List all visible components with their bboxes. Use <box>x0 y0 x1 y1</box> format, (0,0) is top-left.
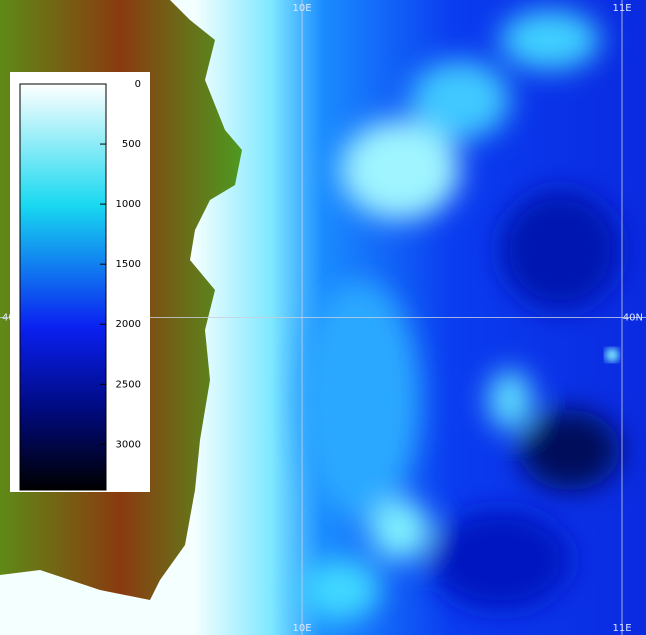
seabed-relief <box>300 10 620 620</box>
colorbar-tick-label: 2000 <box>116 319 141 330</box>
lon-label: 11E <box>612 623 631 634</box>
colorbar-tick-label: 0 <box>135 79 141 90</box>
colorbar-tick-label: 1500 <box>116 259 141 270</box>
colorbar-tick-label: 500 <box>122 139 141 150</box>
colorbar: 0 500 1000 1500 2000 2500 3000 <box>10 72 150 492</box>
lon-label: 11E <box>612 3 631 14</box>
colorbar-tick-label: 3000 <box>116 439 141 450</box>
colorbar-tick-label: 1000 <box>116 199 141 210</box>
lat-label: 40N <box>623 313 643 324</box>
seamount <box>605 348 619 362</box>
lon-label: 10E <box>293 3 312 14</box>
lon-label: 10E <box>293 623 312 634</box>
colorbar-tick-label: 2500 <box>116 379 141 390</box>
colorbar-ramp <box>19 83 107 491</box>
